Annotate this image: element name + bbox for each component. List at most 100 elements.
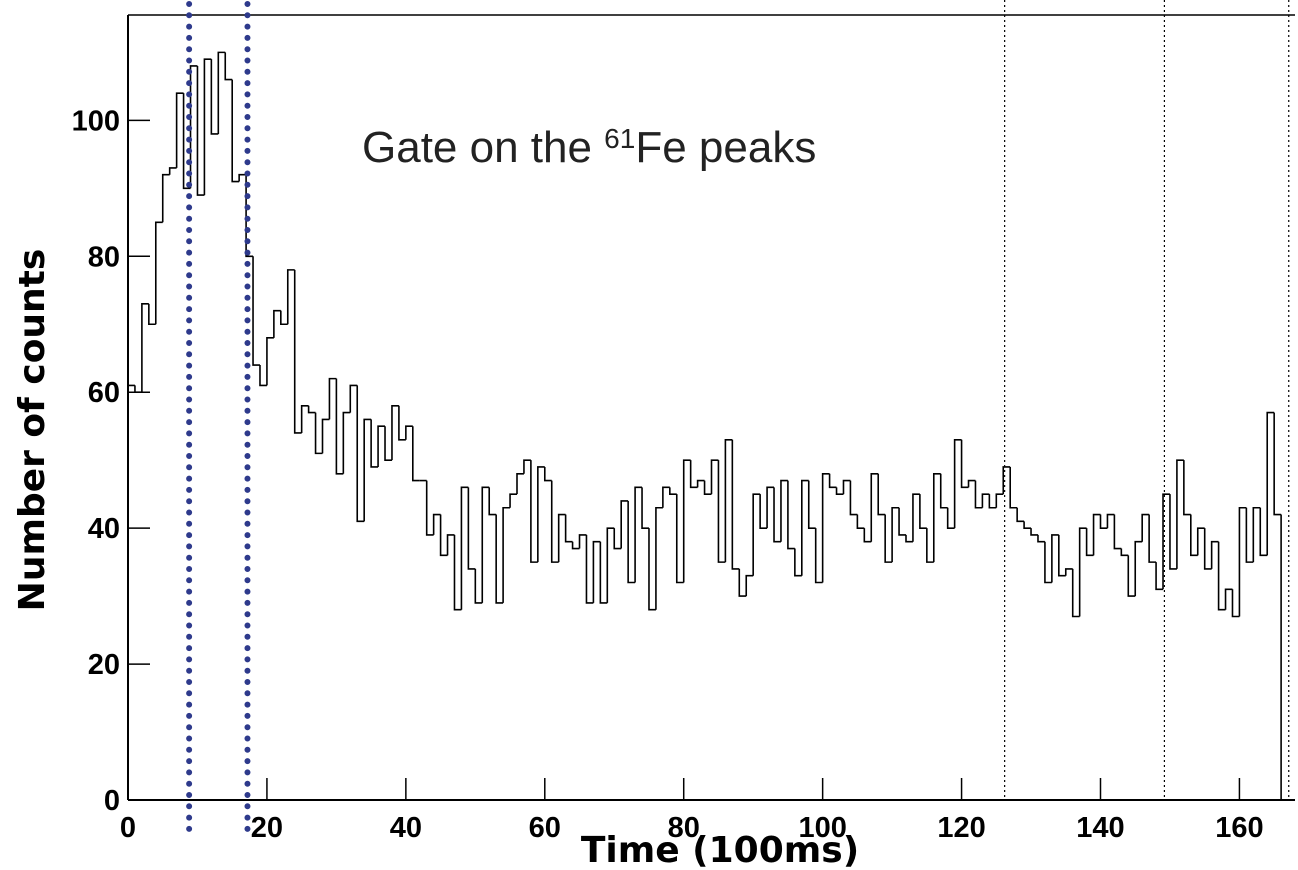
- histogram-bin: [182, 93, 191, 190]
- histogram-bin: [627, 500, 636, 584]
- histogram-bin: [481, 486, 490, 603]
- histogram-bin: [307, 405, 316, 414]
- x-tick-label: 60: [529, 812, 561, 844]
- histogram-bin: [259, 365, 267, 387]
- histogram-bin: [405, 425, 413, 440]
- histogram-bin: [634, 486, 643, 583]
- histogram-bin: [1106, 513, 1115, 529]
- histogram-bin: [1210, 540, 1219, 569]
- histogram-bin: [828, 473, 837, 489]
- histogram-bin: [266, 337, 274, 386]
- histogram-bin: [849, 480, 858, 516]
- histogram-bin: [745, 574, 754, 597]
- histogram-bin: [759, 494, 768, 529]
- x-tick-label: 120: [937, 812, 985, 844]
- histogram-bin: [280, 310, 288, 326]
- histogram-bin: [238, 173, 247, 182]
- histogram-bin: [787, 480, 795, 550]
- histogram-bin: [502, 506, 511, 603]
- histogram-bin: [578, 534, 587, 549]
- histogram-bin: [641, 487, 649, 529]
- histogram-bin: [154, 221, 163, 325]
- histogram-bin: [981, 493, 990, 508]
- histogram-bin: [995, 493, 1004, 508]
- histogram-bin: [141, 303, 149, 393]
- histogram-bin: [988, 494, 997, 509]
- histogram-bin: [585, 534, 594, 604]
- histogram-bin: [870, 472, 879, 542]
- histogram-bin: [286, 269, 295, 325]
- histogram-bin: [703, 480, 712, 495]
- histogram-bin: [655, 506, 663, 610]
- histogram-bin: [926, 528, 934, 563]
- histogram-bin: [960, 439, 969, 489]
- histogram-bin: [814, 528, 823, 584]
- y-tick-label: 60: [88, 377, 120, 409]
- histogram-bin: [1148, 514, 1157, 563]
- histogram-bin: [530, 460, 538, 563]
- histogram-bin: [675, 494, 684, 584]
- histogram-bin: [1092, 513, 1101, 556]
- histogram-bin: [509, 493, 517, 508]
- histogram-bin: [1196, 527, 1205, 556]
- x-axis-label: Time (100ms): [581, 830, 859, 870]
- histogram-bin: [592, 540, 601, 603]
- histogram-bin: [1044, 541, 1052, 584]
- histogram-bin: [557, 513, 566, 563]
- histogram-bin: [439, 514, 448, 557]
- histogram-bin: [1238, 506, 1247, 617]
- histogram-bin: [1231, 589, 1240, 618]
- histogram-bin: [474, 568, 483, 604]
- histogram-bin: [384, 426, 392, 461]
- histogram-bin: [543, 466, 552, 482]
- histogram-bin: [1120, 548, 1129, 557]
- histogram-bin: [412, 426, 420, 482]
- histogram-bin: [1162, 493, 1170, 590]
- histogram-bin: [731, 439, 740, 570]
- histogram-bin: [453, 534, 462, 611]
- histogram-bin: [537, 466, 545, 563]
- histogram-bin: [231, 79, 240, 183]
- histogram-bin: [898, 507, 906, 536]
- histogram-bin: [1099, 514, 1108, 529]
- histogram-bin: [724, 438, 733, 563]
- histogram-bin: [1183, 460, 1191, 516]
- histogram-bin: [328, 377, 337, 420]
- histogram-bin: [856, 514, 865, 529]
- histogram-bin: [1266, 411, 1275, 556]
- histogram-bin: [252, 256, 260, 366]
- histogram-bin: [398, 405, 406, 441]
- annotation-text: Fe peaks: [635, 123, 816, 172]
- histogram-bin: [1176, 459, 1184, 569]
- histogram-bin: [1190, 514, 1198, 557]
- annotation-superscript: 61: [604, 123, 635, 154]
- histogram-bin: [460, 486, 469, 610]
- histogram-bin: [1009, 466, 1018, 509]
- histogram-bin: [1155, 562, 1164, 591]
- histogram-bin: [1273, 412, 1282, 516]
- histogram-bin: [148, 303, 156, 326]
- histogram-bin: [648, 528, 656, 611]
- histogram-bin: [134, 385, 142, 394]
- histogram-bin: [1085, 528, 1094, 557]
- y-tick-label: 40: [88, 513, 120, 545]
- histogram-bin: [300, 405, 309, 433]
- histogram-bin: [1023, 521, 1032, 529]
- y-tick-label: 20: [88, 649, 120, 681]
- annotation: Gate on the 61Fe peaks: [362, 123, 816, 172]
- histogram-bin: [363, 418, 372, 522]
- histogram-bin: [245, 174, 254, 258]
- histogram-bin: [696, 479, 705, 488]
- histogram-bin: [168, 167, 177, 175]
- x-tick-label: 20: [251, 812, 283, 844]
- histogram-bin: [1127, 555, 1136, 597]
- histogram-bin: [189, 65, 198, 189]
- histogram-bin: [516, 472, 524, 495]
- histogram-bin: [1259, 507, 1268, 557]
- histogram-bin: [946, 507, 955, 529]
- histogram-bin: [446, 534, 455, 556]
- histogram-bin: [217, 51, 226, 134]
- histogram-bin: [564, 514, 573, 543]
- histogram-bin: [738, 568, 747, 597]
